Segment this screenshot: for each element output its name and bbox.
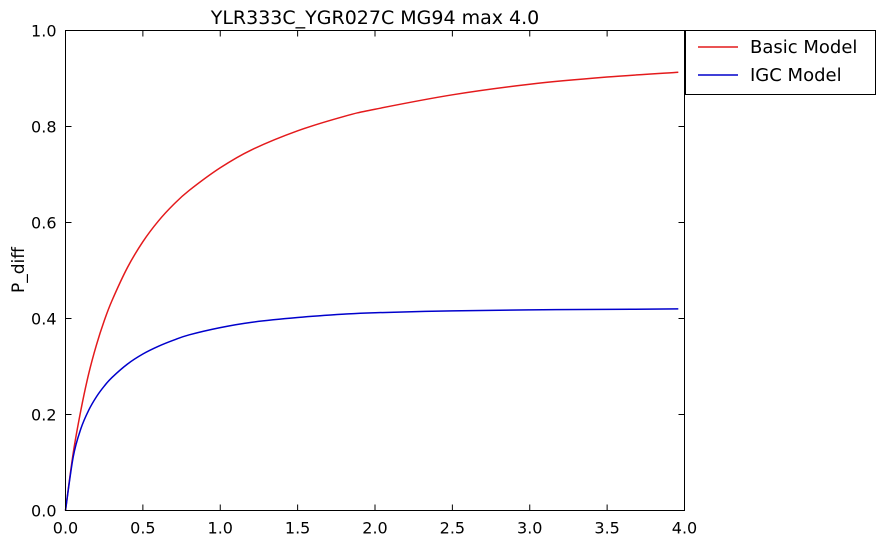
- x-tick-label: 3.0: [517, 519, 542, 538]
- x-tick-label: 2.5: [440, 519, 465, 538]
- y-tick-label: 0.8: [31, 118, 56, 137]
- x-tick-label: 1.0: [208, 519, 233, 538]
- y-axis-label: P_diff: [9, 246, 29, 293]
- x-tick-label: 3.5: [594, 519, 619, 538]
- y-tick-label: 1.0: [31, 22, 56, 41]
- x-tick-label: 4.0: [672, 519, 697, 538]
- series-line-0: [64, 71, 679, 511]
- y-tick-label: 0.6: [31, 214, 56, 233]
- y-tick-label: 0.0: [31, 502, 56, 521]
- x-tick-label: 2.0: [362, 519, 387, 538]
- legend-box: [685, 30, 876, 95]
- chart-title: YLR333C_YGR027C MG94 max 4.0: [210, 7, 540, 29]
- legend-label-0: Basic Model: [750, 37, 857, 58]
- x-tick-label: 0.5: [130, 519, 155, 538]
- y-tick-label: 0.2: [31, 406, 56, 425]
- legend-label-1: IGC Model: [750, 65, 842, 86]
- series-line-1: [64, 308, 679, 511]
- plot-area: [64, 71, 679, 511]
- y-tick-label: 0.4: [31, 310, 56, 329]
- x-tick-label: 0.0: [53, 519, 78, 538]
- x-tick-label: 1.5: [285, 519, 310, 538]
- axis-ticks: 0.0 0.5 1.0 1.5 2.0 2.5 3.0 3.5 4.0 0.0 0.2 0.4 0.6 0…: [31, 22, 697, 538]
- legend: Basic Model IGC Model: [685, 30, 876, 95]
- legend-entries: Basic Model IGC Model: [698, 37, 857, 86]
